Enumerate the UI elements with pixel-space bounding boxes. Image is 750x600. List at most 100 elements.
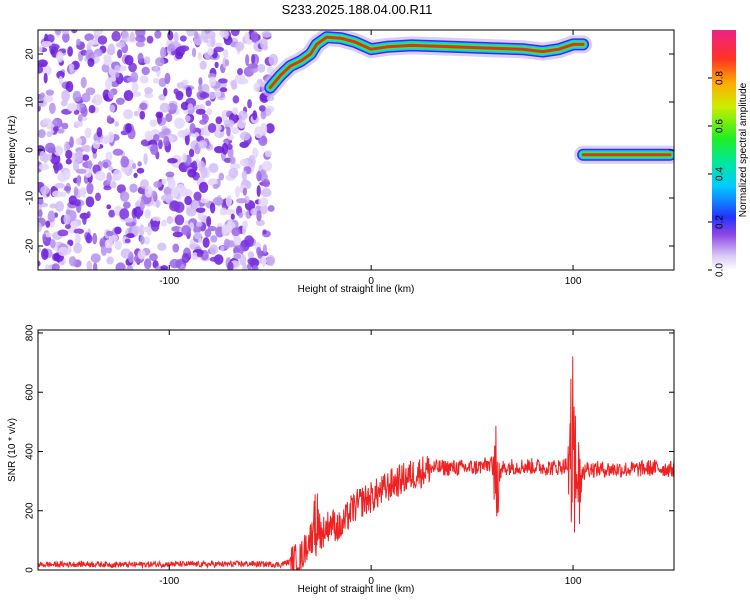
noise-blob <box>115 97 125 105</box>
noise-blob <box>225 195 233 207</box>
noise-blob <box>88 105 96 114</box>
noise-blob <box>238 110 248 121</box>
snr-axes: -100 0 100 0 200 400 600 800 <box>25 324 674 587</box>
noise-blob <box>61 122 69 130</box>
noise-blob <box>73 242 83 254</box>
noise-blob <box>38 222 43 233</box>
noise-blob <box>139 102 148 110</box>
noise-blob <box>176 82 186 89</box>
noise-blob <box>70 220 78 229</box>
noise-blob <box>160 265 169 270</box>
noise-blob <box>201 113 207 120</box>
noise-blob <box>41 40 53 47</box>
noise-blob <box>224 59 230 67</box>
noise-blob <box>55 51 64 63</box>
snr-xlabel: Height of straight line (km) <box>298 584 415 595</box>
noise-blob <box>106 115 112 124</box>
noise-blob <box>242 262 248 270</box>
noise-blob <box>186 30 196 37</box>
colorbar-ticks: 0.0 0.2 0.4 0.6 0.8 <box>708 71 726 277</box>
noise-blob <box>245 54 250 66</box>
noise-blob <box>258 135 268 147</box>
noise-blob <box>112 148 124 156</box>
noise-blob <box>221 142 229 155</box>
noise-blob <box>106 256 114 265</box>
noise-blob <box>219 87 228 93</box>
noise-blob <box>144 87 153 95</box>
noise-blob <box>109 104 116 113</box>
noise-blob <box>87 57 95 68</box>
noise-blob <box>230 213 235 220</box>
noise-blob <box>154 30 162 39</box>
noise-blob <box>43 95 54 103</box>
noise-blob <box>256 184 261 197</box>
noise-blob <box>220 245 225 252</box>
noise-blob <box>38 260 41 267</box>
noise-blob <box>172 243 180 253</box>
noise-blob <box>143 153 148 165</box>
noise-blob <box>62 31 70 43</box>
noise-blob <box>38 163 50 171</box>
noise-blob <box>55 146 64 153</box>
noise-blob <box>139 224 145 237</box>
noise-blob <box>38 129 46 139</box>
noise-blob <box>256 210 262 222</box>
noise-blob <box>126 265 134 270</box>
noise-blob <box>260 109 267 120</box>
noise-blob <box>144 92 154 99</box>
noise-blob <box>259 203 268 215</box>
noise-blob <box>261 160 273 172</box>
noise-blob <box>179 186 188 197</box>
noise-blob <box>57 229 69 237</box>
noise-blob <box>185 86 192 98</box>
noise-blob <box>143 236 151 245</box>
noise-blob <box>119 191 130 202</box>
noise-blob <box>86 260 93 270</box>
noise-blob <box>152 216 161 222</box>
noise-blob <box>233 253 242 260</box>
noise-blob <box>106 204 112 210</box>
noise-blob <box>129 183 138 193</box>
noise-blob <box>63 213 71 225</box>
noise-blob <box>228 167 239 179</box>
noise-blob <box>144 130 153 142</box>
spectrogram-ytick-label: 10 <box>25 96 36 108</box>
colorbar-tick-label: 0.6 <box>715 119 726 133</box>
noise-blob <box>53 164 60 170</box>
noise-blob <box>52 190 62 198</box>
noise-blob <box>86 232 91 244</box>
noise-blob <box>214 61 219 69</box>
noise-blob <box>184 133 190 146</box>
noise-blob <box>105 151 113 161</box>
noise-blob <box>149 119 158 127</box>
noise-blob <box>179 35 187 42</box>
noise-blob <box>149 253 158 262</box>
noise-blob <box>140 199 145 212</box>
noise-blob <box>195 221 203 227</box>
spectrogram-xtick-label: -100 <box>159 276 179 287</box>
noise-blob <box>223 119 235 128</box>
spectrogram-ylabel: Frequency (Hz) <box>7 116 18 185</box>
noise-blob <box>115 41 126 48</box>
noise-blob <box>41 248 49 261</box>
noise-blob <box>165 171 175 178</box>
noise-blob <box>92 140 101 149</box>
noise-blob <box>200 198 209 204</box>
noise-blob <box>133 172 138 178</box>
noise-blob <box>61 30 70 35</box>
noise-blob <box>265 123 275 134</box>
noise-blob <box>236 118 247 129</box>
noise-blob <box>266 254 276 267</box>
noise-blob <box>103 135 109 144</box>
noise-blob <box>81 145 89 151</box>
noise-blob <box>163 136 170 147</box>
noise-blob <box>90 253 101 263</box>
noise-blob <box>75 168 87 174</box>
noise-blob <box>205 100 212 107</box>
noise-blob <box>52 126 59 132</box>
noise-blob <box>100 245 107 256</box>
noise-blob <box>232 107 239 115</box>
noise-blob <box>38 65 44 74</box>
noise-blob <box>139 75 149 84</box>
